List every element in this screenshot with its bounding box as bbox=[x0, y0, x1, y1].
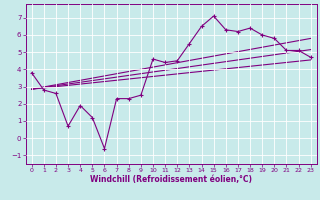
X-axis label: Windchill (Refroidissement éolien,°C): Windchill (Refroidissement éolien,°C) bbox=[90, 175, 252, 184]
